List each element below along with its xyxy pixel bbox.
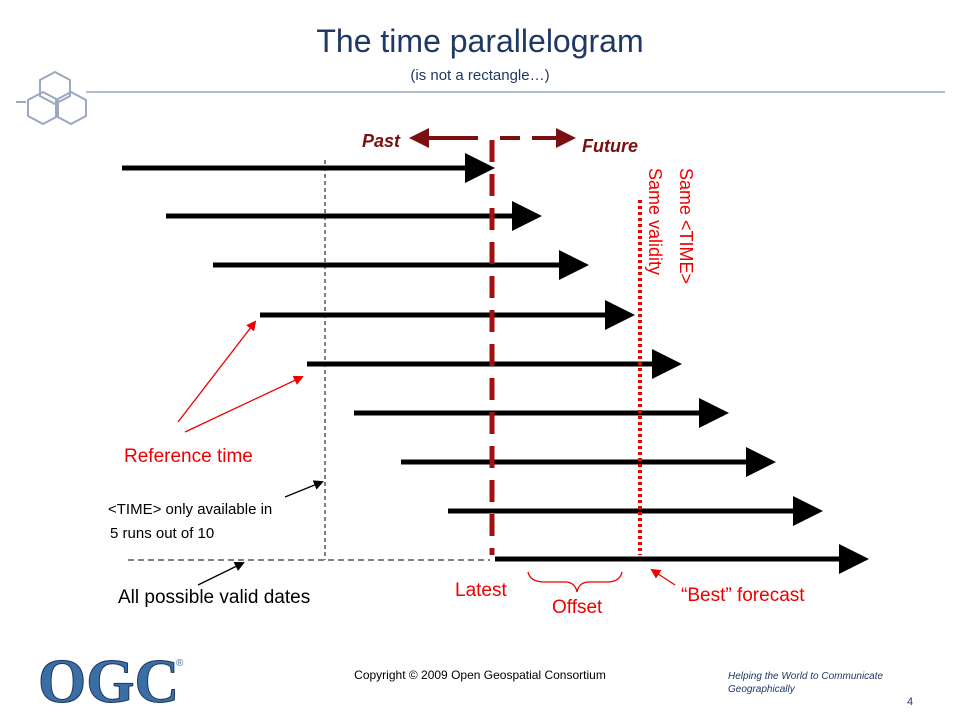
offset-brace — [527, 571, 623, 593]
offset-label: Offset — [552, 597, 603, 618]
registered-mark: ® — [176, 658, 184, 669]
run-arrows — [122, 153, 869, 574]
latest-label: Latest — [455, 580, 507, 601]
same-time-label: Same <TIME> — [676, 168, 696, 284]
reference-time-label: Reference time — [124, 446, 253, 467]
tagline: Geographically — [728, 684, 796, 695]
time-only-label: <TIME> only available in — [108, 501, 272, 518]
page-number: 4 — [907, 696, 913, 708]
ogc-logo: OGC — [38, 648, 179, 716]
past-label: Past — [362, 131, 401, 151]
all-valid-label: All possible valid dates — [118, 587, 310, 608]
best-pointer — [650, 568, 676, 586]
hexagon-decoration — [16, 70, 945, 126]
same-validity-label: Same validity — [645, 168, 665, 275]
reference-pointer — [184, 375, 304, 433]
title: The time parallelogram — [316, 23, 643, 59]
subtitle: (is not a rectangle…) — [410, 67, 549, 84]
time-only-label: 5 runs out of 10 — [110, 525, 214, 542]
copyright: Copyright © 2009 Open Geospatial Consort… — [354, 668, 606, 682]
time-pointer — [284, 480, 324, 498]
tagline: Helping the World to Communicate — [728, 671, 884, 682]
best-forecast-label: “Best” forecast — [681, 585, 805, 606]
valid-dates-pointer — [197, 562, 245, 586]
reference-pointer — [177, 320, 257, 423]
future-label: Future — [582, 136, 638, 156]
